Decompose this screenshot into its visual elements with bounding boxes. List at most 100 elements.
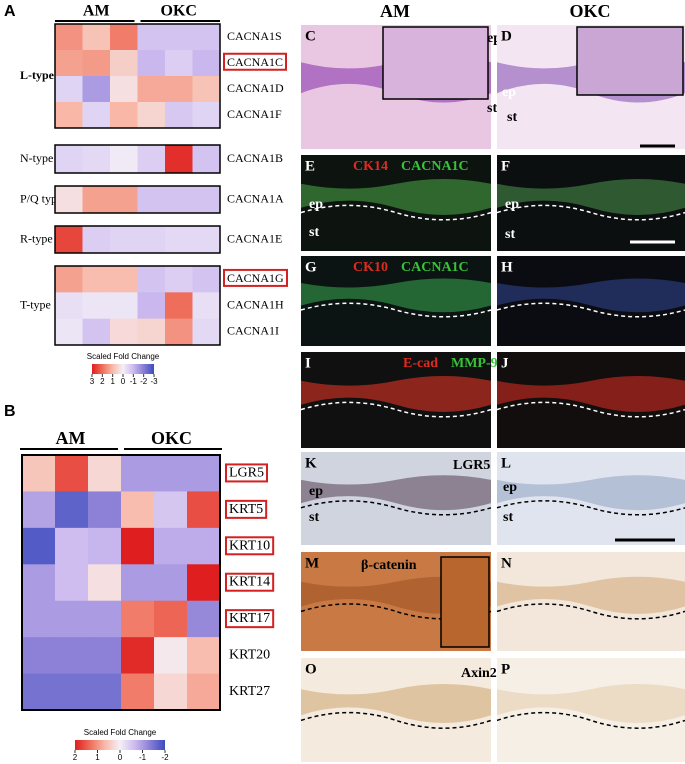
- heatmap-cell: [82, 50, 111, 77]
- epithelium: [301, 278, 491, 313]
- heatmap-cell: [187, 673, 221, 711]
- group-label: AM: [56, 428, 86, 448]
- tick-label: 1: [95, 753, 100, 762]
- basement-line: [496, 603, 685, 620]
- panel-letter: O: [305, 661, 317, 677]
- heatmap-frame: [54, 225, 221, 254]
- tick-label: -1: [139, 753, 147, 762]
- heatmap-frame: [21, 454, 221, 711]
- image-label: st: [505, 227, 515, 242]
- gene-label: CACNA1E: [227, 231, 282, 245]
- heatmap-cell: [121, 455, 155, 492]
- heatmap-cell: [110, 266, 138, 293]
- gene-label: KRT10: [229, 538, 270, 553]
- colorbar: [75, 740, 165, 750]
- heatmap-cell: [121, 564, 155, 602]
- panel-letter: L: [501, 455, 511, 471]
- column-title: OKC: [569, 1, 610, 21]
- legend-title: Scaled Fold Change: [84, 728, 157, 737]
- group-label: AM: [83, 3, 110, 20]
- heatmap-cell: [55, 102, 83, 129]
- heatmap-cell: [110, 186, 138, 214]
- heatmap-cell: [137, 102, 166, 129]
- heatmap-cell: [88, 455, 122, 492]
- gene-outline: [225, 463, 268, 483]
- heatmap-cell: [88, 637, 122, 674]
- heatmap-cell: [165, 50, 193, 77]
- heatmap-cell: [82, 24, 111, 51]
- epithelium: [497, 179, 685, 215]
- gene-label: CACNA1A: [227, 191, 284, 205]
- heatmap-cell: [110, 76, 138, 103]
- image-label: LGR5: [453, 458, 490, 473]
- heatmap-cell: [154, 455, 188, 492]
- image-label: st: [487, 101, 497, 116]
- basement-line: [300, 500, 492, 516]
- epithelium: [497, 278, 685, 313]
- heatmap-cell: [55, 564, 89, 602]
- heatmap-cell: [192, 318, 221, 346]
- basement-line: [496, 711, 685, 729]
- heatmap-cell: [88, 527, 122, 565]
- heatmap-cell: [82, 318, 111, 346]
- heatmap-cell: [22, 600, 56, 638]
- heatmap-cell: [55, 24, 83, 51]
- heatmap-cell: [110, 50, 138, 77]
- gene-label: CACNA1I: [227, 324, 279, 338]
- tick-label: -2: [161, 753, 169, 762]
- heatmap-cell: [55, 145, 83, 174]
- tick-label: -3: [150, 377, 158, 386]
- panel-letter: A: [4, 3, 16, 20]
- heatmap-cell: [137, 24, 166, 51]
- epithelium: [301, 475, 491, 511]
- family-label: R-type: [20, 231, 53, 245]
- heatmap-frame: [54, 23, 221, 129]
- heatmap-cell: [192, 292, 221, 319]
- heatmap-cell: [154, 600, 188, 638]
- heatmap-cell: [192, 24, 221, 51]
- basement-line: [496, 500, 685, 516]
- heatmap-cell: [82, 76, 111, 103]
- gene-label: CACNA1B: [227, 151, 283, 165]
- gene-label: CACNA1H: [227, 297, 284, 311]
- basement-line: [496, 401, 685, 418]
- basement-line: [300, 711, 492, 729]
- image-label: ep: [505, 197, 519, 212]
- heatmap-cell: [154, 564, 188, 602]
- panel-letter: B: [4, 403, 16, 420]
- heatmap-cell: [55, 76, 83, 103]
- heatmap-cell: [121, 491, 155, 529]
- heatmap-cell: [187, 637, 221, 674]
- heatmap-cell: [137, 292, 166, 319]
- gene-label: KRT14: [229, 575, 270, 590]
- heatmap-cell: [82, 145, 111, 174]
- image-label: β-catenin: [361, 558, 417, 573]
- heatmap-cell: [121, 637, 155, 674]
- heatmap-cell: [192, 76, 221, 103]
- image-label: Axin2: [461, 666, 497, 681]
- image-label: st: [503, 510, 513, 525]
- gene-outline: [225, 609, 275, 629]
- panel-letter: D: [501, 28, 512, 44]
- image-label: CK10: [353, 260, 388, 275]
- heatmap-cell: [55, 491, 89, 529]
- heatmap-cell: [55, 637, 89, 674]
- image-label: st: [309, 225, 319, 240]
- heatmap-frame: [54, 265, 221, 346]
- heatmap-cell: [137, 145, 166, 174]
- heatmap-cell: [154, 491, 188, 529]
- heatmap-cell: [82, 186, 111, 214]
- tick-label: -1: [130, 377, 138, 386]
- heatmap-cell: [121, 673, 155, 711]
- tick-label: 0: [121, 377, 126, 386]
- heatmap-cell: [165, 145, 193, 174]
- basement-line: [300, 302, 492, 318]
- heatmap-cell: [55, 527, 89, 565]
- heatmap-cell: [55, 266, 83, 293]
- heatmap-cell: [82, 226, 111, 254]
- tick-label: 0: [118, 753, 123, 762]
- heatmap-cell: [165, 226, 193, 254]
- heatmap-frame: [54, 144, 221, 174]
- panel-letter: E: [305, 158, 315, 174]
